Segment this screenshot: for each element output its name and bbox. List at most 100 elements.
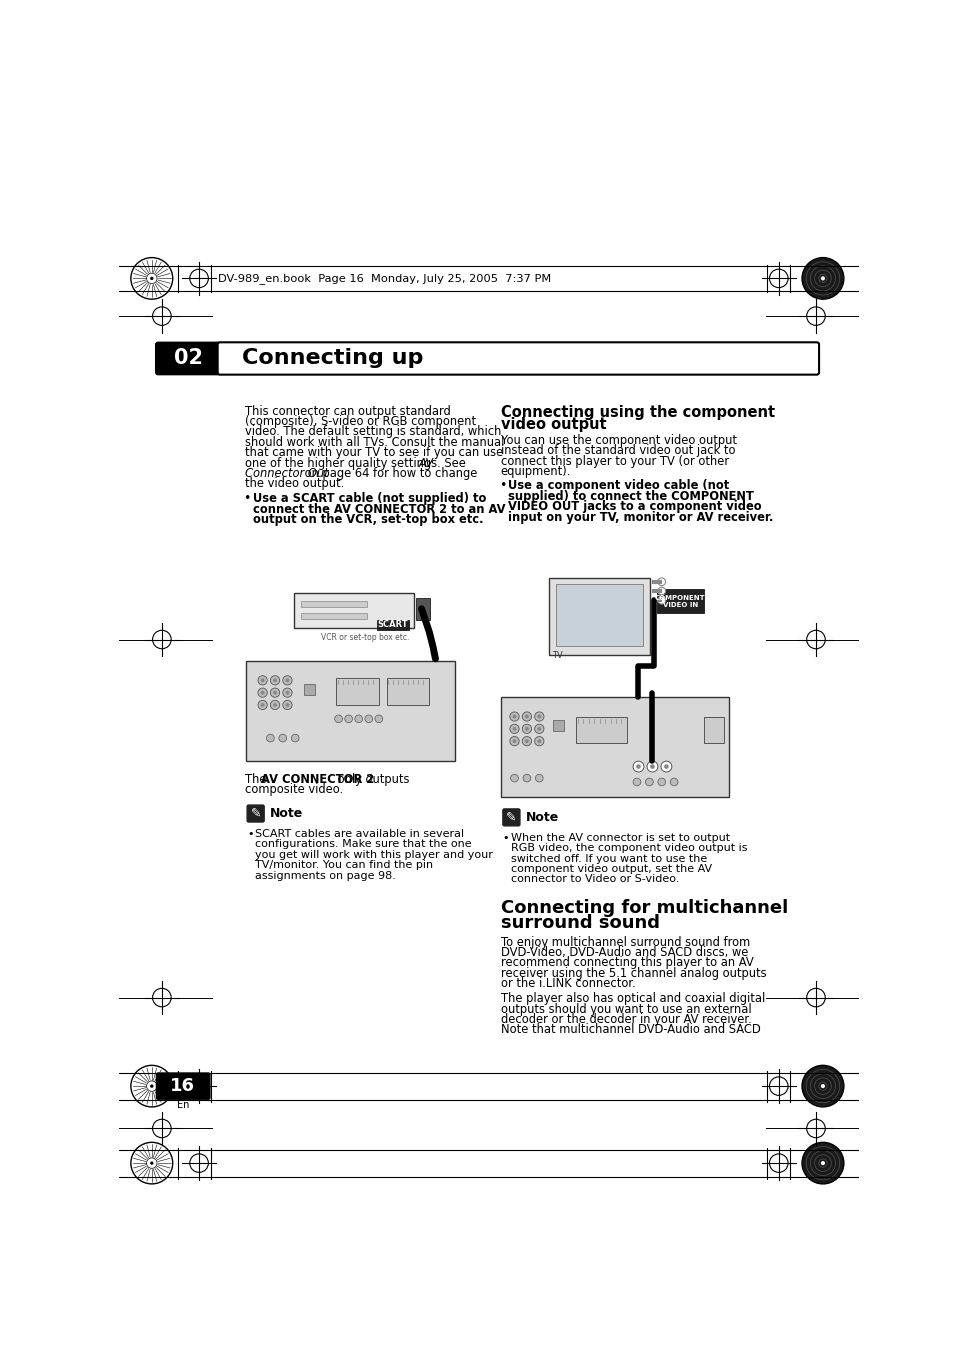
Circle shape — [645, 778, 653, 786]
Circle shape — [535, 774, 542, 782]
Circle shape — [524, 739, 528, 743]
Text: video. The default setting is standard, which: video. The default setting is standard, … — [245, 426, 500, 439]
Text: one of the higher quality settings. See: one of the higher quality settings. See — [245, 457, 469, 470]
Circle shape — [273, 678, 276, 682]
Text: recommend connecting this player to an AV: recommend connecting this player to an A… — [500, 957, 753, 970]
Circle shape — [509, 712, 518, 721]
FancyBboxPatch shape — [156, 1073, 210, 1100]
Text: Note: Note — [525, 811, 558, 824]
Text: or the i.LINK connector.: or the i.LINK connector. — [500, 977, 635, 990]
Circle shape — [633, 778, 640, 786]
Circle shape — [260, 703, 264, 707]
FancyBboxPatch shape — [703, 716, 723, 743]
Circle shape — [273, 690, 276, 694]
Text: Connector Out: Connector Out — [245, 467, 328, 480]
Circle shape — [521, 712, 531, 721]
Text: AV: AV — [418, 457, 433, 470]
Circle shape — [801, 258, 843, 299]
Circle shape — [820, 277, 824, 281]
Circle shape — [820, 1161, 824, 1165]
Text: equipment).: equipment). — [500, 465, 570, 478]
Text: COMPONENT
VIDEO IN: COMPONENT VIDEO IN — [655, 594, 705, 608]
Circle shape — [658, 578, 665, 585]
Text: switched off. If you want to use the: switched off. If you want to use the — [510, 854, 706, 863]
Text: connect this player to your TV (or other: connect this player to your TV (or other — [500, 455, 728, 467]
Circle shape — [375, 715, 382, 723]
FancyBboxPatch shape — [500, 697, 728, 797]
Circle shape — [633, 761, 643, 771]
Text: only outputs: only outputs — [334, 773, 409, 786]
Circle shape — [270, 688, 279, 697]
Text: outputs should you want to use an external: outputs should you want to use an extern… — [500, 1002, 750, 1016]
Circle shape — [273, 703, 276, 707]
Text: connector to Video or S-video.: connector to Video or S-video. — [510, 874, 679, 885]
Circle shape — [260, 690, 264, 694]
Text: Use a component video cable (not: Use a component video cable (not — [508, 480, 729, 492]
Circle shape — [282, 688, 292, 697]
Circle shape — [257, 676, 267, 685]
Text: VIDEO OUT jacks to a component video: VIDEO OUT jacks to a component video — [508, 500, 761, 513]
Circle shape — [658, 588, 665, 594]
Text: instead of the standard video out jack to: instead of the standard video out jack t… — [500, 444, 734, 458]
Text: 02: 02 — [173, 349, 202, 369]
Text: you get will work with this player and your: you get will work with this player and y… — [254, 850, 493, 859]
Text: When the AV connector is set to output: When the AV connector is set to output — [510, 832, 729, 843]
Circle shape — [524, 727, 528, 731]
Circle shape — [131, 258, 172, 299]
Circle shape — [663, 765, 668, 769]
Circle shape — [537, 727, 540, 731]
Text: output on the VCR, set-top box etc.: output on the VCR, set-top box etc. — [253, 513, 482, 527]
FancyBboxPatch shape — [502, 809, 519, 825]
FancyBboxPatch shape — [294, 593, 414, 628]
Bar — [553, 720, 563, 731]
Circle shape — [820, 1084, 824, 1088]
Text: video output: video output — [500, 417, 605, 432]
Text: decoder or the decoder in your AV receiver.: decoder or the decoder in your AV receiv… — [500, 1013, 751, 1025]
Text: ✎: ✎ — [250, 807, 260, 820]
Bar — [303, 684, 314, 694]
Circle shape — [335, 715, 342, 723]
Circle shape — [147, 1158, 157, 1169]
Circle shape — [278, 734, 286, 742]
Circle shape — [646, 761, 658, 771]
Text: surround sound: surround sound — [500, 915, 659, 932]
Circle shape — [522, 774, 530, 782]
Circle shape — [512, 715, 516, 719]
Text: •: • — [502, 832, 509, 843]
Text: DVD-Video, DVD-Audio and SACD discs, we: DVD-Video, DVD-Audio and SACD discs, we — [500, 946, 747, 959]
Circle shape — [521, 724, 531, 734]
Circle shape — [147, 273, 157, 284]
Circle shape — [285, 690, 289, 694]
Circle shape — [131, 1066, 172, 1106]
Circle shape — [537, 739, 540, 743]
Circle shape — [510, 774, 517, 782]
Text: that came with your TV to see if you can use: that came with your TV to see if you can… — [245, 446, 502, 459]
Circle shape — [658, 596, 665, 604]
Bar — [555, 584, 642, 646]
FancyBboxPatch shape — [247, 805, 264, 821]
Text: SCART: SCART — [377, 620, 408, 628]
Circle shape — [285, 703, 289, 707]
Text: composite video.: composite video. — [245, 784, 342, 796]
FancyBboxPatch shape — [335, 678, 378, 705]
Text: Use a SCART cable (not supplied) to: Use a SCART cable (not supplied) to — [253, 493, 485, 505]
Bar — [301, 612, 367, 619]
Circle shape — [537, 715, 540, 719]
Circle shape — [512, 739, 516, 743]
Text: TV/monitor. You can find the pin: TV/monitor. You can find the pin — [254, 861, 433, 870]
Circle shape — [266, 734, 274, 742]
Circle shape — [534, 724, 543, 734]
Circle shape — [270, 676, 279, 685]
Circle shape — [355, 715, 362, 723]
Text: input on your TV, monitor or AV receiver.: input on your TV, monitor or AV receiver… — [508, 511, 773, 524]
FancyBboxPatch shape — [376, 620, 409, 630]
Circle shape — [270, 700, 279, 709]
Circle shape — [521, 736, 531, 746]
Circle shape — [260, 678, 264, 682]
Circle shape — [509, 724, 518, 734]
Text: on page 64 for how to change: on page 64 for how to change — [301, 467, 477, 480]
Text: AV CONNECTOR 2: AV CONNECTOR 2 — [261, 773, 374, 786]
Text: Note: Note — [270, 807, 303, 820]
FancyBboxPatch shape — [657, 589, 703, 613]
Circle shape — [282, 676, 292, 685]
